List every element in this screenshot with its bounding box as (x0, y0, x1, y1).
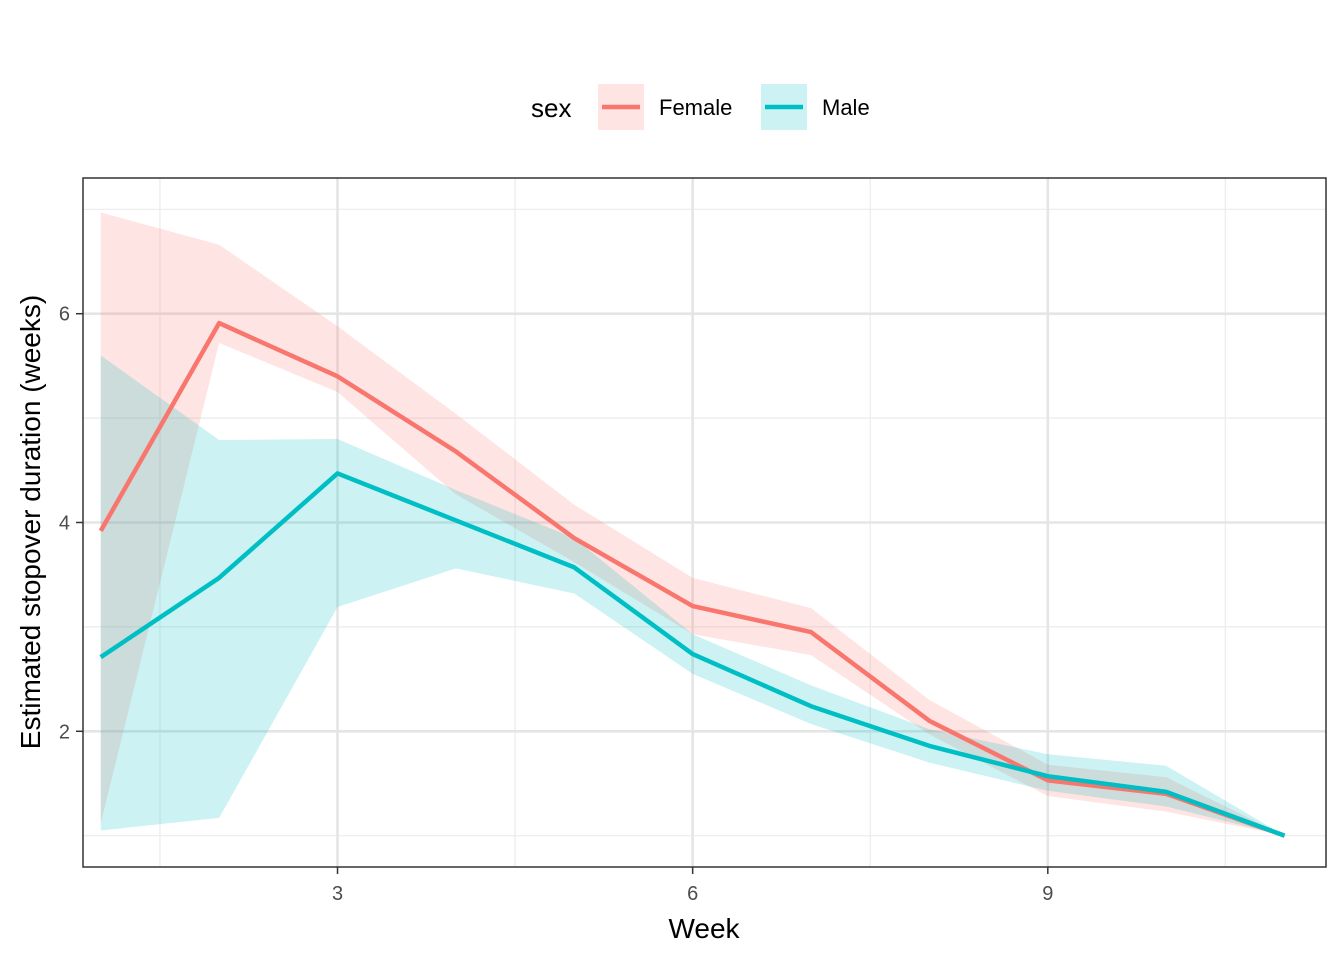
x-axis: 3 6 9 (332, 867, 1053, 905)
legend: sex Female Male (531, 84, 870, 130)
ribbon-female (100, 212, 1285, 836)
ribbons (100, 212, 1285, 836)
ribbon-male (100, 355, 1285, 836)
series-line-female (98, 320, 1286, 838)
x-tick-label: 3 (332, 883, 343, 905)
plot-panel (82, 177, 1327, 868)
y-tick-label: 4 (59, 513, 70, 535)
y-tick-label: 2 (59, 721, 70, 743)
y-axis-title: Estimated stopover duration (weeks) (15, 295, 46, 749)
legend-label-female: Female (659, 95, 732, 120)
y-tick-label: 6 (59, 304, 70, 326)
x-tick-label: 6 (687, 883, 698, 905)
x-tick-label: 9 (1042, 883, 1053, 905)
legend-item-male: Male (761, 84, 870, 130)
x-axis-title: Week (668, 913, 740, 944)
series-lines (98, 320, 1286, 838)
series-line-male (99, 471, 1286, 838)
legend-item-female: Female (598, 84, 732, 130)
y-axis: 2 4 6 (59, 304, 83, 743)
grid-minor (83, 178, 1326, 867)
grid-major (83, 178, 1326, 867)
legend-label-male: Male (822, 95, 870, 120)
legend-title: sex (531, 93, 571, 123)
